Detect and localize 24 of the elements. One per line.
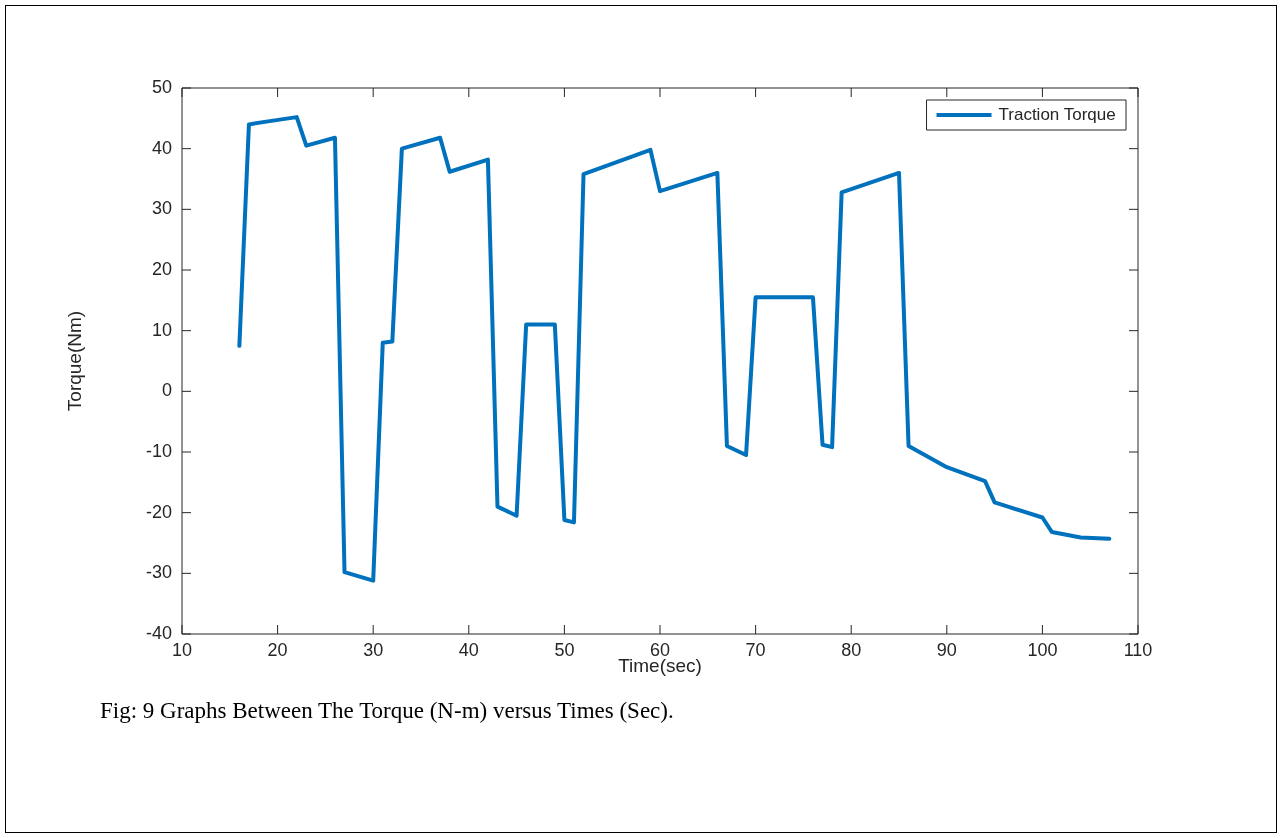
y-tick-label: -40: [145, 622, 172, 643]
x-tick-label: 50: [554, 639, 575, 660]
x-tick-label: 40: [458, 639, 479, 660]
x-tick-label: 10: [171, 639, 193, 660]
y-tick-label: 0: [161, 380, 172, 401]
x-tick-label: 80: [841, 639, 862, 660]
y-tick-label: 20: [151, 258, 172, 279]
x-tick-label: 30: [363, 639, 384, 660]
x-tick-label: 60: [649, 639, 671, 660]
y-tick-label: 40: [151, 137, 172, 158]
x-tick-label: 100: [1027, 639, 1058, 660]
text: Fig: 9 Graphs Between The Torque (N-m) versus Times (Sec).: [100, 698, 674, 724]
y-tick-label: 50: [151, 76, 172, 97]
x-tick-label: 110: [1123, 639, 1153, 660]
x-tick-label: 20: [267, 639, 288, 660]
x-tick-label: 90: [936, 639, 957, 660]
y-tick-label: 30: [151, 198, 172, 219]
legend-label: Traction Torque: [998, 104, 1116, 124]
x-tick-label: 70: [745, 639, 766, 660]
y-tick-label: -20: [145, 501, 172, 522]
y-axis-title: Torque(Nm): [63, 310, 85, 412]
y-tick-label: 10: [151, 319, 172, 340]
y-tick-label: -10: [145, 440, 172, 461]
y-tick-label: -30: [145, 562, 172, 583]
